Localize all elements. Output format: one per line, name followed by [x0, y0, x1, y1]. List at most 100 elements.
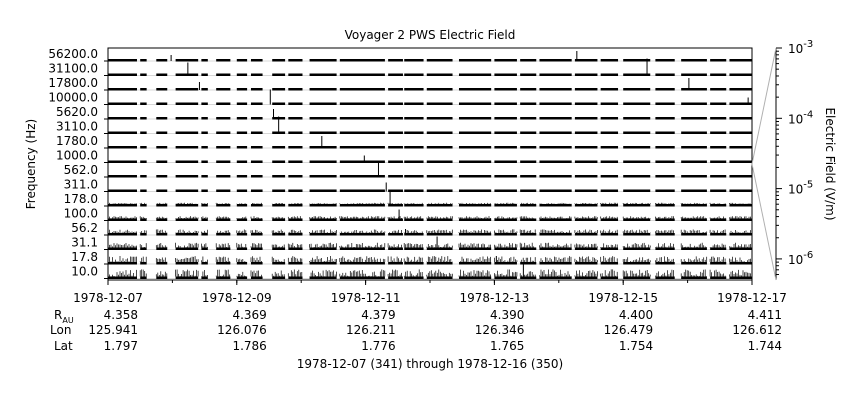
y-ticks: 56200.031100.017800.010000.05620.03110.0… — [48, 47, 108, 279]
data-segment — [574, 102, 598, 105]
x-tick-rau: 4.358 — [104, 308, 138, 322]
data-segment — [458, 262, 492, 265]
data-segment — [201, 59, 208, 62]
data-segment — [710, 204, 727, 207]
data-segment — [574, 204, 598, 207]
data-segment — [681, 247, 707, 250]
data-segment — [404, 146, 424, 149]
data-segment — [339, 102, 385, 105]
data-segment — [494, 59, 517, 62]
channel-noise — [139, 216, 147, 219]
data-segment — [288, 73, 303, 76]
data-segment — [236, 189, 248, 192]
data-segment — [623, 73, 651, 76]
data-segment — [426, 204, 453, 207]
channel-noise — [622, 229, 651, 233]
data-segment — [388, 131, 403, 134]
data-segment — [250, 189, 263, 192]
data-segment — [339, 218, 385, 221]
channel-noise — [107, 216, 137, 219]
data-segment — [201, 160, 208, 163]
channel-noise — [236, 258, 247, 262]
data-segment — [339, 262, 385, 265]
data-segment — [539, 88, 572, 91]
data-segment — [520, 117, 537, 120]
data-segment — [156, 88, 168, 91]
x-tick-lon: 126.346 — [475, 323, 525, 337]
data-segment — [574, 88, 598, 91]
data-segment — [600, 59, 619, 62]
channel-noise — [729, 256, 753, 262]
data-segment — [458, 160, 492, 163]
channel-noise — [201, 256, 208, 262]
data-segment — [216, 117, 231, 120]
data-segment — [236, 175, 248, 178]
channel-noise — [494, 269, 518, 277]
data-segment — [250, 262, 263, 265]
data-segment — [175, 218, 199, 221]
channel-noise — [680, 242, 708, 248]
data-segment — [108, 131, 137, 134]
channel-noise — [236, 229, 247, 233]
data-segment — [574, 175, 598, 178]
colorbar-tick-label: 10-4 — [788, 109, 813, 126]
data-segment — [655, 146, 675, 149]
channel-noise — [458, 229, 491, 233]
data-segment — [458, 189, 492, 192]
data-segment — [600, 131, 619, 134]
data-segment — [156, 233, 168, 236]
data-segment — [494, 204, 517, 207]
data-segment — [404, 247, 424, 250]
data-segment — [388, 117, 403, 120]
data-segment — [600, 88, 619, 91]
data-segment — [288, 247, 303, 250]
channel-noise — [494, 229, 518, 233]
x-tick-date: 1978-12-09 — [202, 291, 272, 305]
data-segment — [729, 276, 752, 279]
data-segment — [655, 276, 675, 279]
data-segment — [539, 102, 572, 105]
data-segment — [681, 276, 707, 279]
data-segment — [339, 73, 385, 76]
channel-noise — [709, 229, 726, 233]
data-segment — [175, 247, 199, 250]
data-segment — [458, 88, 492, 91]
channel-noise — [680, 216, 708, 219]
data-segment — [140, 276, 147, 279]
data-segment — [339, 175, 385, 178]
data-segment — [710, 218, 727, 221]
data-segment — [623, 218, 651, 221]
channel-noise — [458, 216, 491, 219]
data-segment — [236, 73, 248, 76]
data-segment — [623, 233, 651, 236]
data-segment — [250, 276, 263, 279]
data-segment — [600, 102, 619, 105]
data-segment — [156, 131, 168, 134]
data-segment — [108, 73, 137, 76]
x-tick-lat: 1.776 — [361, 339, 395, 353]
data-segment — [339, 276, 385, 279]
data-segment — [655, 160, 675, 163]
channel-noise — [574, 216, 598, 219]
data-segment — [216, 204, 231, 207]
data-segment — [175, 262, 199, 265]
channel-noise — [236, 271, 247, 277]
channel-noise — [201, 229, 208, 233]
channel-noise — [250, 243, 262, 248]
data-segment — [458, 218, 492, 221]
channel-noise — [215, 202, 231, 204]
data-segment — [250, 218, 263, 221]
data-segment — [140, 59, 147, 62]
data-segment — [494, 218, 517, 221]
data-segment — [729, 189, 752, 192]
data-segment — [426, 88, 453, 91]
data-segment — [388, 218, 403, 221]
data-segment — [272, 233, 286, 236]
data-segment — [175, 59, 199, 62]
data-segment — [623, 247, 651, 250]
data-segment — [201, 73, 208, 76]
channel-noise — [215, 230, 231, 233]
data-segment — [272, 73, 286, 76]
data-segment — [710, 73, 727, 76]
channel-noise — [600, 216, 618, 219]
